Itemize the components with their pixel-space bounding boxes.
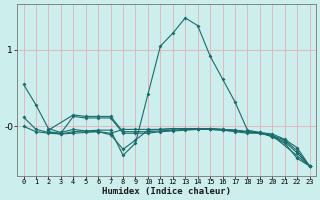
X-axis label: Humidex (Indice chaleur): Humidex (Indice chaleur) <box>102 187 231 196</box>
